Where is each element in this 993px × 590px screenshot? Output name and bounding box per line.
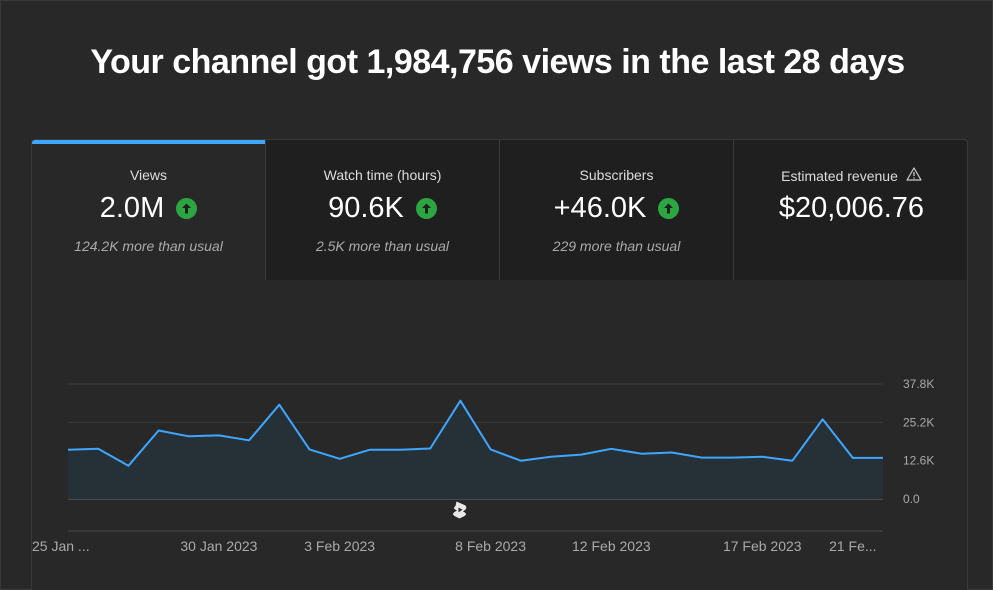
tab-views[interactable]: Views 2.0M 124.2K more than usual bbox=[32, 140, 266, 280]
y-tick-label: 0.0 bbox=[903, 492, 920, 506]
tab-subscribers[interactable]: Subscribers +46.0K 229 more than usual bbox=[500, 140, 734, 280]
tab-title-label: Views bbox=[129, 167, 168, 183]
shorts-icon[interactable] bbox=[453, 501, 467, 519]
metric-tabs: Views 2.0M 124.2K more than usual Watch … bbox=[32, 140, 967, 280]
x-tick-label: 12 Feb 2023 bbox=[572, 538, 651, 554]
tab-title-label: Estimated revenue bbox=[781, 167, 898, 184]
warning-icon[interactable] bbox=[906, 167, 922, 184]
tab-value: 90.6K bbox=[328, 192, 404, 224]
x-tick-label: 8 Feb 2023 bbox=[455, 538, 526, 554]
tab-value-row: +46.0K bbox=[500, 192, 733, 225]
x-axis-ticks: 25 Jan ... 30 Jan 2023 3 Feb 2023 8 Feb 202… bbox=[32, 538, 877, 554]
tab-estimated-revenue[interactable]: Estimated revenue $20,006.76 bbox=[734, 140, 967, 280]
trend-up-icon bbox=[658, 198, 680, 219]
tab-value: 2.0M bbox=[99, 192, 165, 224]
y-tick-label: 25.2K bbox=[903, 415, 934, 429]
page-headline: Your channel got 1,984,756 views in the … bbox=[90, 43, 905, 81]
tab-title-label: Subscribers bbox=[579, 167, 654, 183]
y-tick-label: 12.6K bbox=[903, 454, 934, 468]
tab-value: $20,006.76 bbox=[778, 192, 925, 224]
x-tick-label: 17 Feb 2023 bbox=[723, 538, 802, 554]
tab-subtext: 124.2K more than usual bbox=[74, 238, 223, 254]
area-fill bbox=[68, 400, 883, 499]
tab-value-row: 90.6K bbox=[266, 192, 499, 225]
trend-up-icon bbox=[176, 198, 198, 219]
views-chart: 37.8K 25.2K 12.6K 0.0 25 Jan ... 30 Jan 2023… bbox=[32, 280, 967, 590]
tab-watch-time[interactable]: Watch time (hours) 90.6K 2.5K more than … bbox=[266, 140, 500, 280]
trend-up-icon bbox=[415, 198, 437, 219]
tab-value: +46.0K bbox=[553, 192, 647, 224]
tab-subtext: 2.5K more than usual bbox=[315, 238, 450, 254]
tab-value-row: $20,006.76 bbox=[734, 192, 967, 225]
tab-title-label: Watch time (hours) bbox=[323, 167, 442, 183]
x-tick-label: 25 Jan ... bbox=[32, 538, 90, 554]
analytics-card: Views 2.0M 124.2K more than usual Watch … bbox=[31, 139, 968, 590]
tab-title: Views bbox=[32, 167, 265, 183]
tab-title: Watch time (hours) bbox=[266, 167, 499, 183]
chart-area bbox=[67, 399, 883, 499]
series-line[interactable] bbox=[67, 399, 883, 467]
tab-subtext: 229 more than usual bbox=[552, 238, 681, 254]
x-tick-label: 21 Fe... bbox=[829, 538, 876, 554]
x-tick-label: 3 Feb 2023 bbox=[304, 538, 375, 554]
tab-title: Estimated revenue bbox=[734, 167, 967, 184]
chart-svg: 37.8K 25.2K 12.6K 0.0 25 Jan ... 30 Jan 2023… bbox=[32, 377, 934, 554]
y-axis-ticks: 37.8K 25.2K 12.6K 0.0 bbox=[903, 377, 934, 506]
tab-title: Subscribers bbox=[500, 167, 733, 183]
x-tick-label: 30 Jan 2023 bbox=[180, 538, 257, 554]
tab-value-row: 2.0M bbox=[32, 192, 265, 225]
y-tick-label: 37.8K bbox=[903, 377, 934, 391]
